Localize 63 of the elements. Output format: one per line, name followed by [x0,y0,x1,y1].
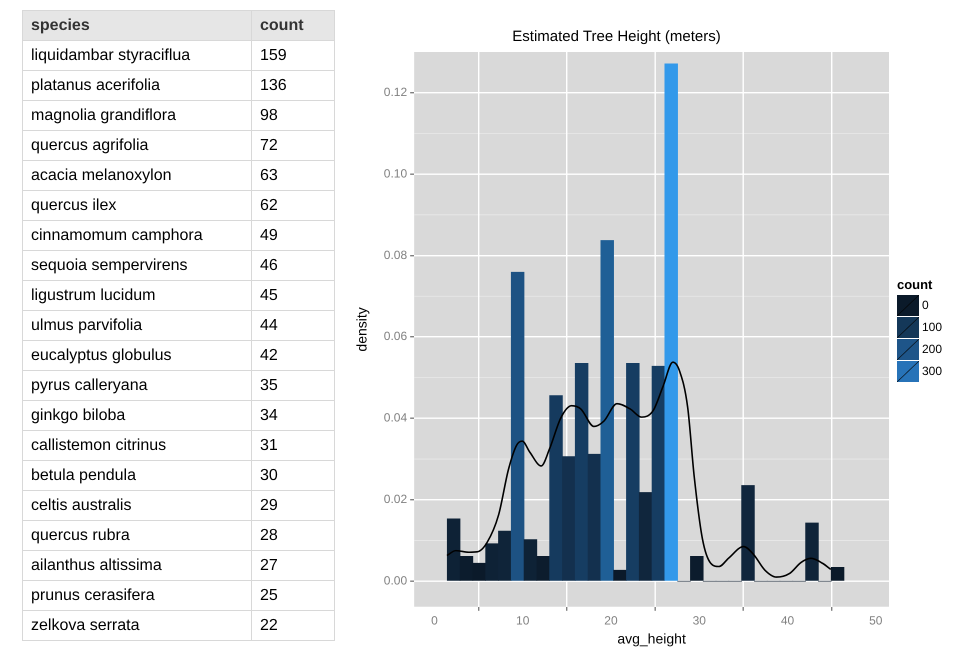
data-label: 46 [252,250,334,280]
category-label: platanus acerifolia [22,70,252,100]
category-label: sequoia sempervirens [22,250,252,280]
data-label: 98 [252,100,334,130]
x-tick-label: 10 [516,613,530,628]
color-bar-label: 300 [922,364,942,378]
category-label: zelkova serrata [22,610,252,640]
data-label: 30 [252,460,334,490]
data-label: 22 [252,610,334,640]
x-tick-label: 40 [780,613,794,628]
data-label: 31 [252,430,334,460]
color-bar-label: 200 [922,342,942,356]
x-tick-label: 50 [869,613,883,628]
y-tick-label: 0.00 [384,573,408,588]
category-label: quercus rubra [22,520,252,550]
y-tick-label: 0.04 [384,410,408,425]
category-label: ginkgo biloba [22,400,252,430]
data-label: 45 [252,280,334,310]
y-tick-label: 0.10 [384,166,408,180]
x-tick-label: 0 [431,613,438,628]
y-axis-title: density [353,307,370,352]
y-tick-label: 0.08 [384,248,408,262]
category-label: betula pendula [22,460,252,490]
category-label: eucalyptus globulus [22,340,252,370]
x-tick-label: 30 [692,613,706,628]
category-label: cinnamomum camphora [22,220,252,250]
data-label: 25 [252,580,334,610]
data-label: 27 [252,550,334,580]
category-label: magnolia grandiflora [22,100,252,130]
y-tick-label: 0.12 [384,85,408,100]
data-label: 34 [252,400,334,430]
y-tick-label: 0.06 [384,329,408,344]
color-bar-title: count [897,277,934,292]
category-label: prunus cerasifera [22,580,252,610]
data-label: 72 [252,130,334,160]
data-label: 136 [252,70,334,100]
category-label: ligustrum lucidum [22,280,252,310]
category-label: acacia melanoxylon [22,160,252,190]
x-tick-label: 20 [604,613,618,628]
data-label: 62 [252,190,334,220]
category-label: quercus ilex [22,190,252,220]
text: species [22,10,252,40]
data-label: 44 [252,310,334,340]
data-label: 42 [252,340,334,370]
category-label: pyrus calleryana [22,370,252,400]
data-label: 49 [252,220,334,250]
category-label: callistemon citrinus [22,430,252,460]
data-label: 28 [252,520,334,550]
category-label: quercus agrifolia [22,130,252,160]
category-label: liquidambar styraciflua [22,40,252,70]
x-axis-title: avg_height [617,630,686,646]
data-label: 35 [252,370,334,400]
text: count [252,10,334,40]
color-bar-label: 0 [922,298,929,312]
category-label: ailanthus altissima [22,550,252,580]
data-label: 29 [252,490,334,520]
category-label: ulmus parvifolia [22,310,252,340]
color-bar-label: 100 [922,320,942,334]
data-label: 159 [252,40,334,70]
category-label: celtis australis [22,490,252,520]
data-label: 63 [252,160,334,190]
y-tick-label: 0.02 [384,492,408,506]
chart-title: Estimated Tree Height (meters) [512,28,721,46]
